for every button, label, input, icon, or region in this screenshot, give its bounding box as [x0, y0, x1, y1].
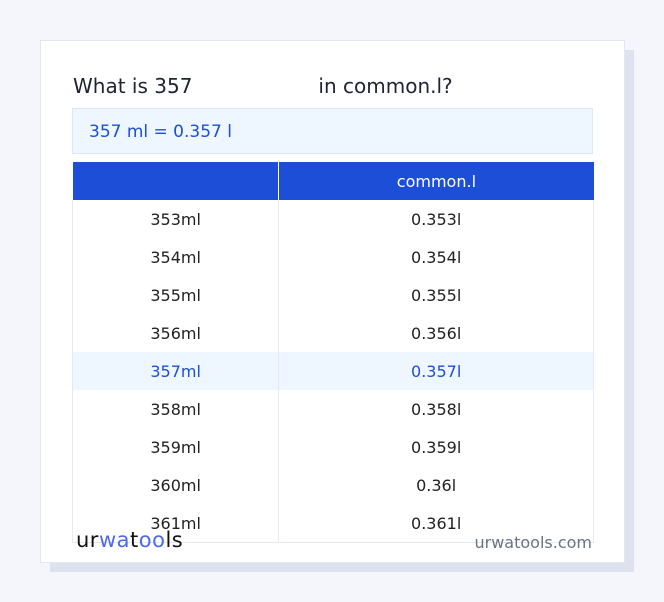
table-row: 353ml 0.353l: [71, 200, 594, 238]
cell-milliliters: 361ml: [71, 504, 280, 543]
cell-milliliters: 359ml: [71, 428, 280, 466]
cell-liters: 0.36l: [278, 466, 594, 504]
cell-liters: 0.353l: [278, 200, 594, 238]
cell-liters: 0.361l: [278, 504, 594, 543]
table-row: 361ml 0.361l: [71, 504, 594, 543]
conversion-card: What is 357 in common.l? 357 ml = 0.357 l…: [40, 40, 625, 563]
table-row: 357ml 0.357l: [71, 352, 594, 390]
title-prefix: What is 357: [73, 74, 193, 98]
urwatools-logo[interactable]: urwatools: [76, 528, 184, 552]
cell-liters: 0.358l: [278, 390, 594, 428]
cell-liters: 0.355l: [278, 276, 594, 314]
header-from: [72, 162, 280, 200]
cell-milliliters: 353ml: [71, 200, 280, 238]
conversion-table: common.l 353ml 0.353l 354ml 0.354l 355ml 0.35…: [71, 162, 594, 543]
cell-liters: 0.356l: [278, 314, 594, 352]
table-header: common.l: [72, 162, 594, 200]
title-suffix: in common.l?: [318, 74, 453, 98]
cell-liters: 0.359l: [278, 428, 594, 466]
page-title: What is 357 in common.l?: [73, 74, 453, 98]
result-box: 357 ml = 0.357 l: [72, 108, 593, 154]
table-row: 359ml 0.359l: [71, 428, 594, 466]
cell-milliliters: 355ml: [71, 276, 280, 314]
cell-milliliters: 356ml: [71, 314, 280, 352]
table-row: 354ml 0.354l: [71, 238, 594, 276]
site-link[interactable]: urwatools.com: [474, 533, 593, 552]
table-row: 355ml 0.355l: [71, 276, 594, 314]
cell-liters: 0.357l: [278, 352, 594, 390]
cell-milliliters: 357ml: [71, 352, 280, 390]
cell-milliliters: 360ml: [71, 466, 280, 504]
table-row: 358ml 0.358l: [71, 390, 594, 428]
table-row: 360ml 0.36l: [71, 466, 594, 504]
header-to: common.l: [278, 162, 594, 200]
table-row: 356ml 0.356l: [71, 314, 594, 352]
cell-milliliters: 358ml: [71, 390, 280, 428]
cell-milliliters: 354ml: [71, 238, 280, 276]
cell-liters: 0.354l: [278, 238, 594, 276]
